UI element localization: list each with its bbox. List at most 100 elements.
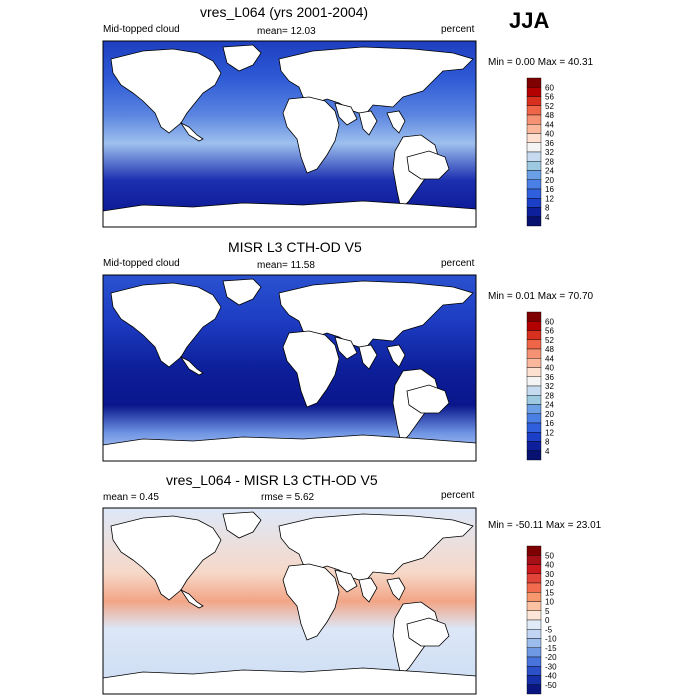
- panel-3-mean-label: mean = 0.45: [103, 492, 159, 503]
- land-india: [358, 344, 378, 370]
- panel-1-title: vres_L064 (yrs 2001-2004): [200, 4, 369, 20]
- colorbar-tick-label: 60: [545, 317, 554, 326]
- colorbar-swatch: [526, 610, 542, 621]
- colorbar-swatch: [526, 105, 542, 116]
- colorbar-swatch: [526, 133, 542, 143]
- panel-3-units-label: percent: [441, 490, 475, 501]
- colorbar-swatch: [526, 376, 542, 387]
- colorbar-tick-label: 40: [545, 561, 554, 570]
- colorbar-tick-label: 56: [545, 327, 554, 336]
- colorbar-tick-label: 36: [545, 373, 554, 382]
- map-frame: [102, 40, 477, 228]
- land-arabia: [334, 569, 358, 593]
- colorbar-tick-label: 52: [545, 336, 554, 345]
- land-northAmerica: [110, 282, 222, 368]
- panel-2-left-label: Mid-topped cloud: [103, 258, 180, 269]
- colorbar-tick-label: 20: [545, 410, 554, 419]
- land-seAsia: [386, 110, 406, 134]
- colorbar-swatch: [526, 77, 542, 88]
- colorbar-swatch: [526, 151, 542, 162]
- land-eurasia: [278, 46, 474, 116]
- colorbar-tick-label: 30: [545, 570, 554, 579]
- colorbar-swatch: [526, 422, 542, 433]
- colorbar-swatch: [526, 601, 542, 611]
- land-greenland: [222, 511, 262, 539]
- colorbar-swatch: [526, 385, 542, 396]
- colorbar-tick-label: 32: [545, 148, 554, 157]
- land-india: [358, 110, 378, 136]
- land-eurasia: [278, 280, 474, 350]
- colorbar-tick-label: 0: [545, 616, 550, 625]
- panel-2-units-label: percent: [441, 258, 475, 269]
- map-panel-1: [102, 40, 477, 228]
- colorbar-swatch: [526, 330, 542, 340]
- panel-1-stats: Min = 0.00 Max = 40.31: [488, 57, 594, 68]
- colorbar-tick-label: 4: [545, 447, 550, 456]
- panel-1-mean-label: mean= 12.03: [257, 26, 316, 37]
- panel-2-mean-label: mean= 11.58: [257, 260, 315, 271]
- colorbar-swatch: [526, 441, 542, 451]
- colorbar-swatch: [526, 555, 542, 565]
- colorbar-tick-label: 10: [545, 598, 554, 607]
- land-arabia: [334, 102, 358, 126]
- colorbar-swatch: [526, 367, 542, 377]
- panel-3-rmse-label: rmse = 5.62: [261, 492, 315, 503]
- colorbar-swatch: [526, 684, 542, 695]
- colorbar-swatch: [526, 638, 542, 648]
- panel-2-title: MISR L3 CTH-OD V5: [228, 239, 362, 255]
- panel-3-title: vres_L064 - MISR L3 CTH-OD V5: [166, 472, 378, 488]
- colorbar-tick-label: 44: [545, 354, 554, 363]
- colorbar-tick-label: 20: [545, 176, 554, 185]
- colorbar-tick-label: 12: [545, 194, 554, 203]
- colorbar-tick-label: -50: [545, 681, 557, 690]
- map-panel-2: [102, 274, 477, 462]
- land-africa: [282, 96, 340, 174]
- colorbar-swatch: [526, 666, 542, 676]
- panel-2-stats: Min = 0.01 Max = 70.70: [488, 291, 594, 302]
- land-australia: [406, 150, 450, 180]
- colorbar-swatch: [526, 142, 542, 153]
- colorbar-swatch: [526, 545, 542, 556]
- colorbar-tick-label: 50: [545, 551, 554, 560]
- colorbar-tick-label: 8: [545, 438, 550, 447]
- colorbar-tick-label: -20: [545, 653, 557, 662]
- colorbar-swatch: [526, 207, 542, 217]
- season-label: JJA: [509, 8, 550, 33]
- colorbar-swatch: [526, 656, 542, 667]
- colorbar-swatch: [526, 311, 542, 322]
- colorbar-tick-label: 12: [545, 428, 554, 437]
- land-northAmerica: [110, 48, 222, 134]
- colorbar-swatch: [526, 358, 542, 368]
- colorbar-tick-label: 15: [545, 588, 554, 597]
- colorbar-swatch: [526, 114, 542, 125]
- land-australia: [406, 384, 450, 414]
- colorbar-tick-label: 52: [545, 102, 554, 111]
- land-centralAmerica: [179, 355, 204, 376]
- colorbar-tick-label: 28: [545, 157, 554, 166]
- land-eurasia: [278, 513, 474, 583]
- colorbar-swatch: [526, 647, 542, 658]
- colorbar-tick-label: 32: [545, 382, 554, 391]
- land-greenland: [222, 278, 262, 306]
- land-centralAmerica: [179, 121, 204, 142]
- colorbar-tick-label: -15: [545, 644, 557, 653]
- colorbar-tick-label: -40: [545, 672, 557, 681]
- colorbar-tick-label: 48: [545, 111, 554, 120]
- colorbar-swatch: [526, 161, 542, 171]
- colorbar-tick-label: 40: [545, 364, 554, 373]
- colorbar-tick-label: 8: [545, 204, 550, 213]
- colorbar-swatch: [526, 573, 542, 584]
- colorbar-swatch: [526, 96, 542, 106]
- colorbar-tick-label: 56: [545, 93, 554, 102]
- colorbar-tick-label: -10: [545, 635, 557, 644]
- colorbar-swatch: [526, 216, 542, 227]
- colorbar-swatch: [526, 592, 542, 602]
- colorbar-swatch: [526, 395, 542, 405]
- land-africa: [282, 563, 340, 641]
- land-centralAmerica: [179, 588, 204, 609]
- colorbar-tick-label: 28: [545, 391, 554, 400]
